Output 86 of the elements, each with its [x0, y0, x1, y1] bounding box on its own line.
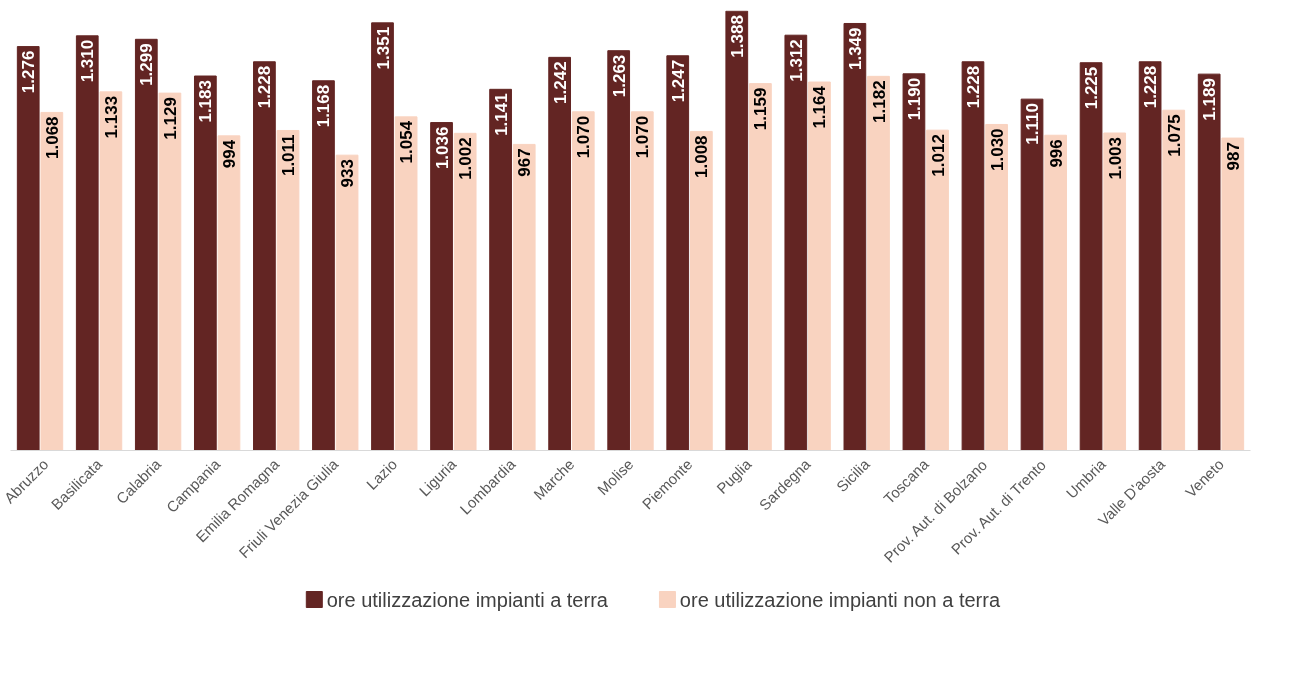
data-label: 1.388 — [727, 15, 747, 58]
data-label: 1.068 — [42, 116, 62, 159]
bar — [335, 154, 359, 451]
data-label: 1.183 — [196, 80, 216, 123]
data-label: 1.242 — [550, 61, 570, 104]
data-label: 1.349 — [845, 27, 865, 71]
data-label: 967 — [515, 148, 535, 177]
bar — [217, 135, 241, 451]
data-label: 1.011 — [279, 134, 299, 177]
data-label: 1.008 — [692, 135, 712, 178]
bar — [75, 35, 99, 451]
bar — [1221, 137, 1245, 451]
data-label: 1.228 — [963, 65, 983, 109]
bar — [867, 75, 890, 451]
data-label: 1.190 — [904, 77, 924, 121]
data-label: 1.228 — [1141, 65, 1161, 109]
data-label: 1.070 — [574, 115, 594, 159]
bar — [1138, 61, 1162, 451]
data-label: 1.299 — [137, 43, 157, 86]
bar — [985, 123, 1008, 451]
bar — [453, 132, 477, 451]
data-label: 1.012 — [928, 134, 948, 177]
bar — [784, 34, 808, 451]
data-label: 933 — [338, 159, 358, 188]
data-label: 994 — [219, 139, 239, 169]
data-label: 1.351 — [373, 26, 393, 70]
data-label: 1.133 — [101, 95, 121, 139]
data-label: 1.075 — [1164, 114, 1184, 157]
data-label: 1.070 — [633, 115, 653, 159]
bar — [1103, 132, 1127, 451]
data-label: 1.002 — [456, 137, 476, 180]
bar — [689, 130, 713, 451]
bar — [1197, 73, 1221, 451]
bar — [926, 129, 949, 451]
data-label: 1.159 — [751, 87, 771, 131]
bar — [16, 46, 40, 451]
bar — [512, 143, 536, 451]
data-label: 1.036 — [432, 126, 452, 170]
bar — [40, 111, 64, 451]
data-label: 1.164 — [810, 85, 830, 129]
data-label: 1.168 — [314, 84, 334, 128]
bar — [253, 61, 276, 451]
bar — [1162, 109, 1186, 451]
bar — [394, 116, 418, 451]
bar — [1020, 98, 1044, 451]
bar — [430, 122, 453, 451]
data-label: 1.110 — [1023, 103, 1043, 145]
bar — [749, 83, 772, 451]
bar — [725, 10, 749, 451]
bar — [548, 56, 572, 451]
bar — [99, 91, 123, 451]
bar — [571, 111, 595, 451]
data-label: 996 — [1046, 139, 1066, 168]
bar — [489, 88, 512, 451]
bar — [808, 81, 831, 451]
data-label: 1.225 — [1082, 66, 1102, 110]
data-label: 1.129 — [160, 97, 180, 140]
bar — [312, 80, 335, 451]
bar — [607, 50, 631, 451]
data-label: 1.228 — [255, 65, 275, 109]
bar — [843, 22, 867, 451]
data-label: 1.141 — [491, 93, 511, 136]
data-label: 1.030 — [987, 128, 1007, 171]
bar — [1079, 62, 1103, 451]
bar — [193, 75, 217, 451]
bar — [902, 73, 926, 451]
bar — [276, 129, 300, 451]
data-label: 1.189 — [1200, 78, 1220, 121]
legend-label: ore utilizzazione impianti non a terra — [679, 588, 1001, 611]
data-label: 1.054 — [397, 120, 417, 164]
data-label: 1.312 — [786, 39, 806, 82]
bar — [158, 92, 182, 451]
bar — [1044, 134, 1068, 451]
bar — [666, 55, 690, 451]
data-label: 1.247 — [668, 59, 688, 103]
data-label: 1.263 — [609, 54, 629, 98]
bar — [134, 38, 158, 451]
bar — [630, 111, 654, 451]
legend-label: ore utilizzazione impianti a terra — [326, 588, 609, 611]
data-label: 1.276 — [19, 50, 39, 94]
bar — [961, 61, 985, 451]
data-label: 1.182 — [869, 80, 889, 123]
data-label: 1.003 — [1105, 137, 1125, 180]
data-label: 1.310 — [78, 39, 98, 83]
data-label: 987 — [1223, 142, 1243, 171]
bar — [371, 22, 394, 451]
